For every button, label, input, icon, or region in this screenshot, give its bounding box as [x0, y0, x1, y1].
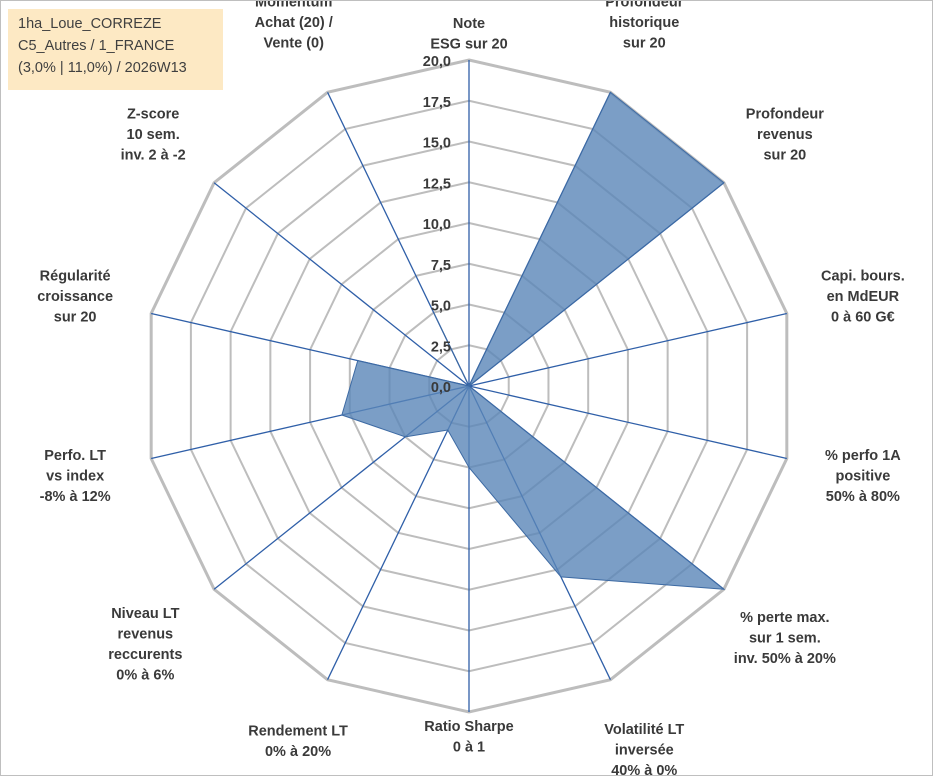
spoke-8: [326, 385, 470, 680]
axis-label-6: Volatilité LT inversée 40% à 0%: [604, 722, 684, 775]
info-line-2: C5_Autres / 1_FRANCE: [18, 38, 175, 54]
tick-label-7: 17,5: [423, 95, 451, 111]
tick-label-6: 15,0: [423, 136, 451, 152]
axis-label-1: Profondeur historique sur 20: [605, 1, 683, 51]
spoke-12: [213, 182, 470, 387]
tick-label-3: 7,5: [431, 258, 451, 274]
radar-axis-labels: Note ESG sur 20 Profondeur historique sur 20…: [37, 1, 905, 775]
series-area-0: [341, 91, 726, 590]
info-line-3: (3,0% | 11,0%) / 2026W13: [18, 60, 187, 76]
tick-label-0: 0,0: [431, 380, 451, 396]
tick-label-1: 2,5: [431, 339, 451, 355]
tick-label-5: 12,5: [423, 176, 451, 192]
axis-label-12: Z-score 10 sem. inv. 2 à -2: [121, 106, 186, 163]
axis-label-0: Note ESG sur 20: [430, 16, 507, 53]
info-line-1: 1ha_Loue_CORREZE: [18, 16, 162, 32]
tick-label-8: 20,0: [423, 54, 451, 70]
axis-label-11: Régularité croissance sur 20: [37, 268, 113, 325]
axis-label-13: Momentum Achat (20) / Vente (0): [255, 1, 333, 51]
tick-label-2: 5,0: [431, 299, 451, 315]
axis-label-7: Ratio Sharpe 0 à 1: [424, 719, 513, 756]
axis-label-9: Niveau LT revenus reccurents 0% à 6%: [108, 606, 182, 684]
axis-label-4: % perfo 1A positive 50% à 80%: [825, 448, 901, 505]
spoke-3: [468, 312, 787, 387]
radar-ticks: 0,0 2,5 5,0 7,5 10,0 12,5 15,0 17,5 20,0: [423, 54, 451, 396]
axis-label-3: Capi. bours. en MdEUR 0 à 60 G€: [821, 268, 905, 325]
axis-label-5: % perte max. sur 1 sem. inv. 50% à 20%: [734, 610, 836, 667]
axis-label-2: Profondeur revenus sur 20: [746, 106, 824, 163]
axis-label-10: Perfo. LT vs index -8% à 12%: [40, 448, 111, 505]
axis-label-8: Rendement LT 0% à 20%: [248, 723, 348, 760]
spoke-4: [468, 385, 787, 460]
info-box: 1ha_Loue_CORREZE C5_Autres / 1_FRANCE (3…: [8, 9, 223, 90]
tick-label-4: 10,0: [423, 217, 451, 233]
radar-series: [341, 91, 726, 590]
